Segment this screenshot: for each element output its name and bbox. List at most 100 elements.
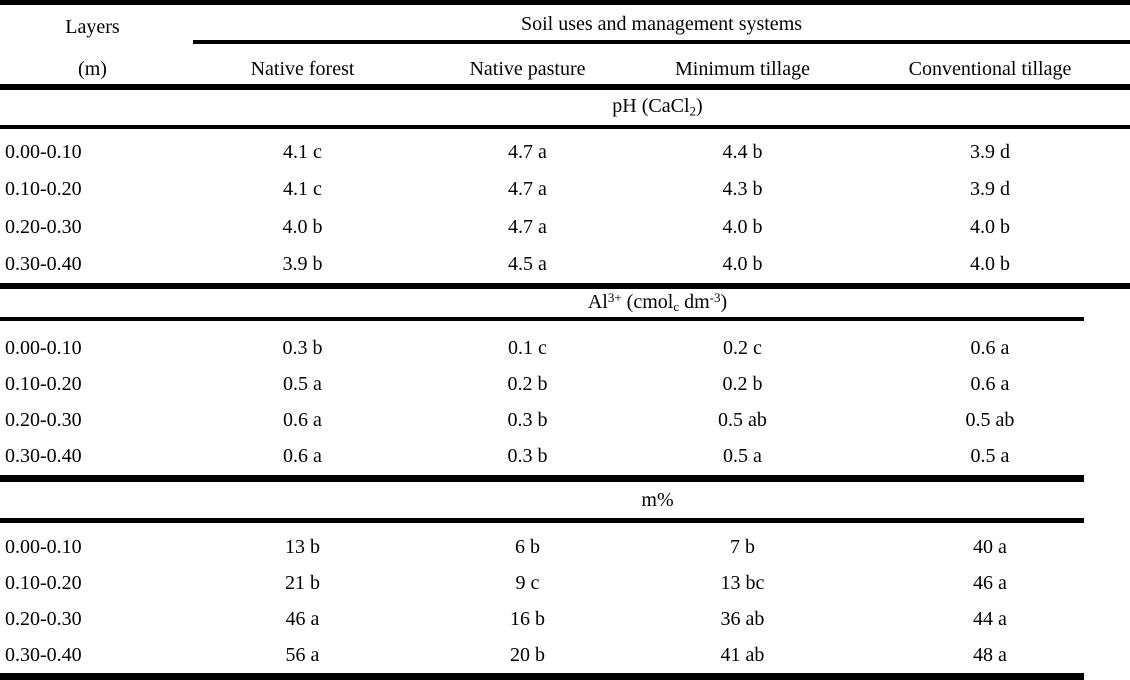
- value-cell: 46 a: [285, 607, 320, 630]
- ph-rows: 0.00-0.10 4.1 c 4.7 a 4.4 b 3.9 d 0.10-0…: [0, 129, 1130, 283]
- value-cell: 6 b: [515, 536, 540, 559]
- table-row: 0.10-0.20 21 b 9 c 13 bc 46 a: [0, 566, 1130, 602]
- value-cell: 4.0 b: [282, 215, 323, 238]
- section-header-al: Al3+ (cmolc dm-3): [0, 289, 1130, 317]
- section-title-part: ): [720, 291, 728, 314]
- section-title-al: Al3+ (cmolc dm-3): [185, 290, 1130, 315]
- value-cell: 0.6 a: [970, 336, 1010, 359]
- section-title-superscript: 3+: [607, 290, 622, 306]
- table-row: 0.30-0.40 3.9 b 4.5 a 4.0 b 4.0 b: [0, 246, 1130, 283]
- value-cell: 13 b: [285, 536, 320, 559]
- al-header-rule: [0, 317, 1084, 321]
- layer-cell: 0.30-0.40: [5, 252, 82, 275]
- value-cell: 0.6 a: [283, 409, 322, 432]
- value-cell: 4.1 c: [283, 141, 322, 164]
- value-cell: 36 ab: [720, 607, 765, 630]
- value-cell: 7 b: [730, 536, 755, 559]
- value-cell: 3.9 b: [282, 252, 323, 275]
- value-cell: 0.6 a: [970, 372, 1010, 395]
- table-row: 0.10-0.20 4.1 c 4.7 a 4.3 b 3.9 d: [0, 171, 1130, 208]
- section-header-m: m%: [0, 482, 1130, 518]
- value-cell: 3.9 d: [970, 141, 1010, 164]
- layer-cell: 0.30-0.40: [5, 643, 82, 666]
- header-bottom-rule: [0, 84, 1130, 90]
- value-cell: 40 a: [973, 536, 1007, 559]
- column-header-native-pasture: Native pasture: [469, 57, 586, 80]
- m-header-rule: [0, 518, 1084, 523]
- value-cell: 44 a: [973, 607, 1007, 630]
- ph-header-rule: [0, 125, 1130, 129]
- layer-cell: 0.30-0.40: [5, 445, 82, 468]
- table-bottom-rule: [0, 673, 1084, 680]
- section-title-ph: pH (CaCl2): [185, 95, 1130, 119]
- section-title-part: m%: [641, 488, 674, 511]
- value-cell: 9 c: [515, 572, 540, 595]
- value-cell: 4.0 b: [722, 252, 763, 275]
- layers-header-label: Layers: [65, 16, 120, 38]
- table-row: 0.20-0.30 4.0 b 4.7 a 4.0 b 4.0 b: [0, 209, 1130, 246]
- ph-bottom-rule: [0, 283, 1130, 289]
- value-cell: 41 ab: [720, 643, 765, 666]
- value-cell: 0.3 b: [507, 409, 548, 432]
- section-title-part: dm: [679, 291, 710, 314]
- value-cell: 48 a: [973, 643, 1007, 666]
- section-title-superscript: -3: [709, 290, 721, 306]
- value-cell: 21 b: [285, 572, 320, 595]
- section-title-m: m%: [185, 489, 1130, 512]
- al-rows: 0.00-0.10 0.3 b 0.1 c 0.2 c 0.6 a 0.10-0…: [0, 321, 1130, 475]
- section-title-part: ): [696, 95, 703, 118]
- value-cell: 4.1 c: [283, 178, 322, 201]
- value-cell: 4.7 a: [508, 215, 547, 238]
- column-header-conventional-tillage: Conventional tillage: [908, 57, 1072, 80]
- table-row: 0.20-0.30 46 a 16 b 36 ab 44 a: [0, 602, 1130, 638]
- layer-cell: 0.00-0.10: [5, 336, 82, 359]
- table-row: 0.10-0.20 0.5 a 0.2 b 0.2 b 0.6 a: [0, 366, 1130, 402]
- section-header-ph: pH (CaCl2): [0, 90, 1130, 125]
- column-header-minimum-tillage: Minimum tillage: [675, 57, 810, 80]
- value-cell: 0.5 a: [723, 445, 762, 468]
- value-cell: 0.2 b: [722, 372, 763, 395]
- section-title-part: Al: [587, 291, 608, 314]
- table-row: 0.30-0.40 0.6 a 0.3 b 0.5 a 0.5 a: [0, 439, 1130, 475]
- layer-cell: 0.20-0.30: [5, 409, 82, 432]
- table-row: 0.00-0.10 13 b 6 b 7 b 40 a: [0, 530, 1130, 566]
- layers-unit-label: (m): [78, 57, 107, 80]
- group-header-label: Soil uses and management systems: [520, 13, 803, 35]
- layer-cell: 0.10-0.20: [5, 178, 82, 201]
- value-cell: 4.0 b: [722, 215, 763, 238]
- table-row: 0.20-0.30 0.6 a 0.3 b 0.5 ab 0.5 ab: [0, 403, 1130, 439]
- layer-cell: 0.00-0.10: [5, 536, 82, 559]
- value-cell: 0.2 c: [723, 336, 762, 359]
- section-title-part: pH (CaCl: [612, 95, 690, 118]
- value-cell: 46 a: [973, 572, 1007, 595]
- value-cell: 4.7 a: [508, 178, 547, 201]
- value-cell: 0.3 b: [507, 445, 548, 468]
- value-cell: 0.1 c: [508, 336, 547, 359]
- value-cell: 16 b: [510, 607, 545, 630]
- column-header-native-forest: Native forest: [250, 57, 355, 80]
- value-cell: 20 b: [510, 643, 545, 666]
- layer-cell: 0.20-0.30: [5, 215, 82, 238]
- section-title-subscript: 2: [689, 103, 697, 119]
- table-row: 0.00-0.10 0.3 b 0.1 c 0.2 c 0.6 a: [0, 330, 1130, 366]
- table-row: 0.30-0.40 56 a 20 b 41 ab 48 a: [0, 637, 1130, 673]
- value-cell: 4.5 a: [508, 252, 547, 275]
- value-cell: 4.7 a: [508, 141, 547, 164]
- header-row-columns: (m) Native forest Native pasture Minimum…: [0, 44, 1130, 84]
- value-cell: 4.3 b: [722, 178, 763, 201]
- value-cell: 56 a: [285, 643, 320, 666]
- value-cell: 4.4 b: [722, 141, 763, 164]
- layer-cell: 0.10-0.20: [5, 572, 82, 595]
- section-title-subscript: c: [673, 299, 680, 315]
- al-bottom-rule: [0, 475, 1084, 482]
- value-cell: 0.2 b: [507, 372, 548, 395]
- layer-cell: 0.00-0.10: [5, 141, 82, 164]
- m-rows: 0.00-0.10 13 b 6 b 7 b 40 a 0.10-0.20 21…: [0, 523, 1130, 673]
- value-cell: 0.5 a: [970, 445, 1010, 468]
- value-cell: 4.0 b: [970, 215, 1010, 238]
- table-top-rule: [0, 0, 1130, 5]
- group-header-cell: Soil uses and management systems: [193, 5, 1130, 44]
- header-row-group: Layers Soil uses and management systems: [0, 5, 1130, 44]
- value-cell: 13 bc: [720, 572, 765, 595]
